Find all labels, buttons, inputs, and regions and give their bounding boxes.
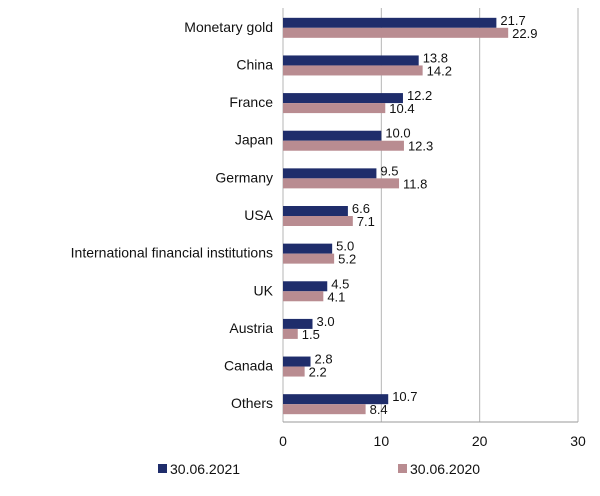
value-label: 12.3 [408,139,433,154]
value-label: 3.0 [317,314,335,329]
bar-series-2021 [283,356,311,367]
gridlines [282,8,579,423]
bar-series-2021 [283,281,328,292]
value-label: 2.2 [309,365,327,380]
bar-series-2021 [283,17,497,28]
bar-series-2021 [283,206,348,216]
value-labels: 21.722.9 13.814.2 12.210.4 10.012.3 9.5 11.8 6… [302,13,538,417]
bar-series-2020 [283,253,335,264]
category-label: China [236,56,273,72]
x-axis-ticks: 0 10 20 30 [279,433,586,449]
value-label: 1.5 [302,327,320,342]
category-label: Canada [224,358,273,374]
value-label: 10.4 [389,101,414,116]
bar-series-2020 [283,404,366,415]
value-label: 5.2 [338,252,356,267]
category-label: France [229,94,273,110]
x-tick-label: 20 [472,433,488,449]
bar-series-2021 [283,168,377,179]
value-label: 4.1 [327,289,345,304]
bar-series-2021 [283,55,419,66]
x-tick-label: 0 [279,433,287,449]
value-label: 8.4 [370,402,388,417]
value-label: 22.9 [512,26,537,41]
bar-series-2020 [283,366,305,377]
bar-series-2021 [283,318,313,329]
value-label: 5.0 [336,239,354,254]
category-label: USA [244,207,273,223]
bar-series-2020 [283,178,400,189]
bar-series-2020 [283,65,423,76]
legend-swatch-2021 [158,464,167,473]
legend-label: 30.06.2020 [410,461,480,477]
bar-series-2020 [283,140,404,151]
category-label: Austria [229,320,273,336]
x-tick-label: 30 [570,433,586,449]
category-label: International financial institutions [71,245,273,261]
bar-series-2021 [283,130,382,141]
value-label: 9.5 [380,163,398,178]
bars [283,17,509,415]
bar-series-2020 [283,328,298,339]
legend-swatch-2020 [398,464,407,473]
bar-series-2021 [283,93,403,104]
value-label: 13.8 [423,50,448,65]
value-label: 6.6 [352,201,370,216]
value-label: 7.1 [357,214,375,229]
bar-series-2020 [283,291,324,302]
value-label: 12.2 [407,88,432,103]
value-label: 10.7 [392,389,417,404]
category-label: Others [231,395,273,411]
value-label: 2.8 [315,352,333,367]
legend: 30.06.2021 30.06.2020 [158,461,480,477]
category-label: Monetary gold [184,19,273,35]
legend-label: 30.06.2021 [170,461,240,477]
x-tick-label: 10 [374,433,390,449]
value-label: 10.0 [385,126,410,141]
bar-series-2021 [283,394,389,405]
category-labels: Monetary gold China France Japan Germany USA I… [71,19,274,411]
category-label: Japan [235,132,273,148]
bar-series-2020 [283,27,509,38]
bar-series-2020 [283,103,386,114]
value-label: 14.2 [427,63,452,78]
category-label: UK [254,282,274,298]
category-label: Germany [215,169,273,185]
bar-series-2020 [283,216,353,226]
value-label: 4.5 [331,276,349,291]
value-label: 11.8 [403,176,427,191]
value-label: 21.7 [500,13,525,28]
bar-series-2021 [283,243,333,254]
